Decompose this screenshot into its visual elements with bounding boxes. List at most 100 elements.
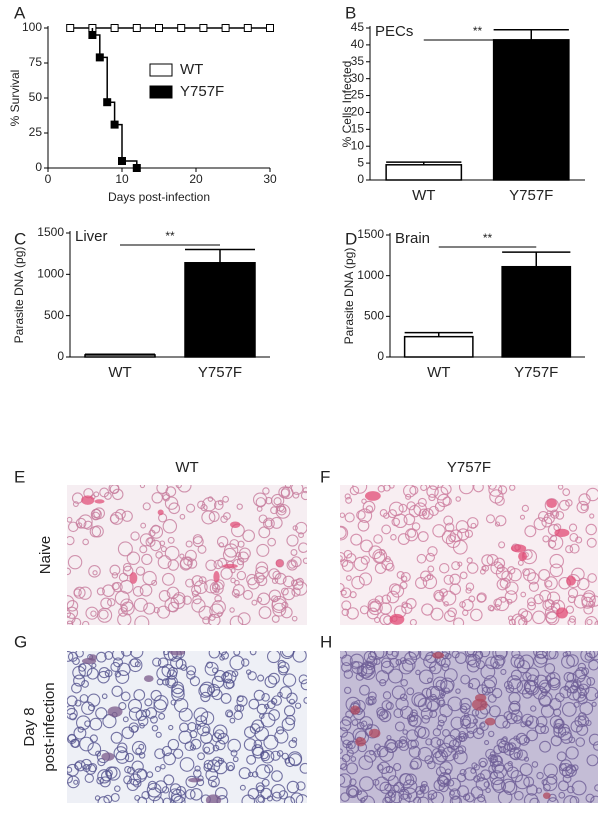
- tissue-cell: [589, 595, 598, 607]
- tissue-cell: [67, 766, 73, 773]
- tissue-cell: [67, 620, 74, 625]
- tissue-cell: [381, 594, 392, 605]
- tissue-cell: [566, 764, 576, 775]
- tissue-cell: [414, 786, 424, 795]
- tissue-cell: [197, 752, 205, 761]
- tissue-cell: [534, 651, 549, 665]
- y-tick-label: 100: [22, 20, 42, 34]
- tissue-cell: [465, 587, 472, 594]
- tissue-cell: [398, 793, 411, 803]
- tissue-cell: [562, 488, 571, 497]
- tissue-cell: [421, 714, 431, 724]
- tissue-cell: [89, 717, 103, 731]
- x-tick-label: 30: [263, 172, 277, 186]
- tissue-cell: [388, 501, 404, 517]
- tissue-cell: [501, 778, 516, 793]
- tissue-cell: [367, 695, 377, 706]
- tissue-cell: [82, 538, 89, 546]
- tissue-cell: [122, 565, 134, 577]
- tissue-cell: [557, 485, 564, 490]
- tissue-cell: [385, 651, 399, 660]
- tissue-cell: [112, 488, 124, 501]
- tissue-cell: [191, 585, 202, 596]
- tissue-cell: [421, 780, 428, 788]
- tissue-cell: [276, 750, 284, 757]
- tissue-cell: [189, 744, 197, 751]
- tissue-cell: [550, 534, 558, 543]
- tissue-cell: [382, 691, 392, 700]
- vessel: [222, 563, 238, 569]
- tissue-cell: [356, 790, 368, 802]
- tissue-cell: [410, 709, 418, 718]
- tissue-cell: [543, 512, 555, 525]
- tissue-cell: [455, 688, 461, 694]
- tissue-cell: [566, 785, 575, 794]
- tissue-cell: [340, 651, 348, 659]
- tissue-cell: [391, 517, 401, 527]
- tissue-cell: [253, 689, 265, 701]
- tissue-cell: [516, 660, 531, 674]
- tissue-cell: [110, 792, 120, 802]
- tissue-cell: [161, 745, 173, 757]
- tissue-cell: [494, 604, 501, 611]
- tissue-cell: [258, 606, 272, 619]
- tissue-cell: [594, 692, 598, 699]
- tissue-cell: [193, 707, 209, 723]
- tissue-cell: [91, 525, 104, 538]
- tissue-cell: [557, 726, 572, 741]
- tissue-cell: [135, 747, 142, 755]
- tissue-cell: [117, 541, 133, 557]
- tissue-cell: [535, 715, 548, 728]
- tissue-cell: [494, 521, 501, 527]
- tissue-cell: [511, 651, 521, 659]
- survival-point: [132, 164, 141, 172]
- tissue-cell: [447, 696, 463, 712]
- tissue-cell: [202, 616, 211, 625]
- tissue-cell: [421, 510, 428, 516]
- tissue-cell: [207, 775, 220, 788]
- y-tick-label: 30: [351, 71, 365, 85]
- tissue-cell: [485, 514, 496, 524]
- tissue-cell: [201, 510, 216, 525]
- tissue-cell: [459, 714, 472, 727]
- tissue-cell: [444, 522, 455, 533]
- vessel: [81, 495, 95, 505]
- tissue-cell: [379, 548, 386, 556]
- tissue-cell: [422, 574, 438, 590]
- tissue-cell: [120, 651, 133, 657]
- tissue-cell: [350, 533, 363, 546]
- tissue-cell: [155, 731, 162, 738]
- tissue-cell: [134, 615, 150, 625]
- tissue-cell: [366, 655, 378, 668]
- panel-letter: B: [345, 3, 356, 22]
- tissue-cell: [516, 749, 528, 761]
- tissue-cell: [495, 515, 507, 527]
- tissue-cell: [579, 701, 594, 716]
- tissue-cell: [247, 787, 260, 800]
- tissue-cell: [157, 657, 169, 669]
- tissue-cell: [360, 539, 373, 553]
- tissue-cell: [377, 485, 386, 493]
- vessel: [129, 572, 138, 584]
- tissue-cell: [158, 712, 166, 720]
- tissue-cell: [73, 588, 82, 597]
- tissue-cell: [400, 678, 408, 687]
- tissue-cell: [459, 571, 468, 580]
- legend-swatch: [149, 85, 173, 99]
- tissue-cell: [487, 485, 497, 490]
- tissue-cell: [349, 591, 357, 599]
- significance-label: **: [473, 24, 483, 38]
- tissue-cell: [399, 693, 408, 702]
- tissue-cell: [408, 651, 420, 658]
- tissue-cell: [93, 491, 100, 498]
- tissue-cell: [575, 666, 588, 680]
- tissue-cell: [409, 485, 419, 495]
- tissue-cell: [160, 763, 166, 770]
- tissue-cell: [185, 503, 196, 513]
- tissue-cell: [535, 787, 542, 794]
- tissue-cell: [94, 795, 101, 801]
- tissue-cell: [251, 771, 259, 778]
- tissue-cell: [494, 495, 505, 506]
- tissue-cell: [462, 714, 477, 729]
- tissue-cell: [291, 587, 301, 597]
